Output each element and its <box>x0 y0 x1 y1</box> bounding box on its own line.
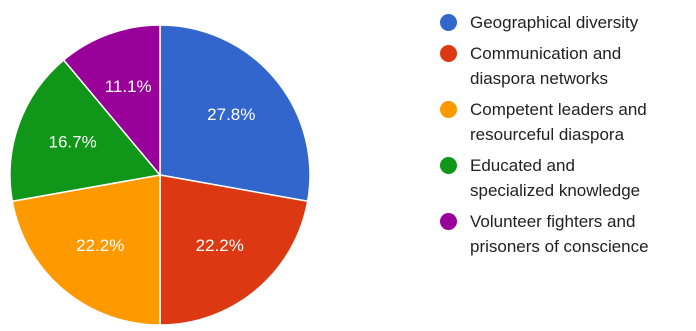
slice-value-label: 22.2% <box>196 236 244 255</box>
legend-label-line: Geographical diversity <box>470 13 639 32</box>
legend-swatch <box>440 157 457 174</box>
legend-item: Communication and diaspora networks <box>440 41 696 91</box>
chart-legend: Geographical diversity Communication and d… <box>440 10 696 265</box>
pie-slice <box>159 24 311 203</box>
legend-swatch <box>440 14 457 31</box>
legend-label-line: resourceful diaspora <box>470 125 625 144</box>
legend-label-line: diaspora networks <box>470 69 608 88</box>
legend-label-line: prisoners of conscience <box>470 237 649 256</box>
legend-item: Educated and specialized knowledge <box>440 153 696 203</box>
slice-value-label: 11.1% <box>105 77 152 96</box>
legend-item: Volunteer fighters and prisoners of consc… <box>440 209 696 259</box>
legend-label-line: Competent leaders and <box>470 100 647 119</box>
slice-value-label: 16.7% <box>48 133 96 152</box>
legend-label: Competent leaders and resourceful diaspor… <box>470 97 647 147</box>
legend-label-line: Communication and <box>470 44 622 63</box>
legend-label: Communication and diaspora networks <box>470 41 621 91</box>
slice-value-label: 27.8% <box>207 105 255 124</box>
legend-item: Geographical diversity <box>440 10 696 35</box>
legend-label: Volunteer fighters and prisoners of consc… <box>470 209 649 259</box>
legend-swatch <box>440 45 457 62</box>
legend-label-line: Volunteer fighters and <box>470 212 636 231</box>
legend-swatch <box>440 213 457 230</box>
pie-slice <box>62 24 161 178</box>
legend-label: Geographical diversity <box>470 10 638 35</box>
pie-slice <box>159 174 309 326</box>
pie-slice <box>11 174 161 326</box>
legend-swatch <box>440 101 457 118</box>
legend-label-line: specialized knowledge <box>470 181 641 200</box>
slice-value-label: 22.2% <box>76 236 124 255</box>
legend-label: Educated and specialized knowledge <box>470 153 640 203</box>
legend-item: Competent leaders and resourceful diaspor… <box>440 97 696 147</box>
pie-chart-plot: 27.8% 22.2% 22.2% 16.7% 11.1% <box>9 24 311 326</box>
pie-slice <box>9 58 162 203</box>
legend-label-line: Educated and <box>470 156 575 175</box>
